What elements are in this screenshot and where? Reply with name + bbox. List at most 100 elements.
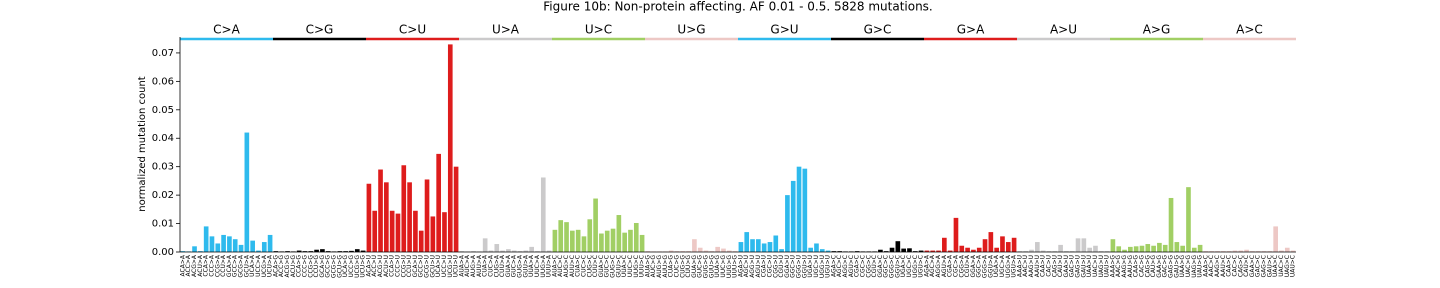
x-tick-label: UGC>U (813, 255, 820, 278)
bar (1226, 251, 1232, 252)
bar (506, 249, 511, 252)
bar (988, 232, 994, 252)
bar (1238, 250, 1244, 252)
y-tick-label: 0.00 (152, 247, 174, 258)
bar (192, 246, 197, 252)
y-tick-label: 0.07 (152, 48, 174, 59)
bar (1110, 239, 1116, 252)
bar (407, 182, 412, 252)
x-tick-label: GUA>A (505, 254, 512, 277)
bar (1180, 245, 1185, 252)
bar (296, 250, 302, 252)
x-tick-label: UGG>A (1005, 254, 1012, 278)
x-tick-label: CGC>A (952, 254, 959, 277)
x-tick-label: CAG>C (1237, 255, 1244, 277)
x-tick-label: CCC>A (208, 254, 215, 277)
bar (802, 168, 808, 252)
x-tick-label: AGG>U (749, 255, 756, 278)
bar (261, 242, 267, 252)
x-tick-label: CGG>A (958, 254, 965, 278)
bar (1081, 238, 1087, 252)
x-tick-label: CGG>C (865, 255, 872, 278)
x-tick-label: GUC>G (697, 255, 704, 278)
bar (372, 210, 378, 252)
x-tick-label: AAC>C (1208, 255, 1215, 277)
x-tick-label: CAC>U (1045, 255, 1052, 277)
bar (976, 247, 982, 252)
x-tick-label: CCU>A (220, 254, 227, 277)
x-tick-label: UUU>C (639, 255, 646, 277)
bar (314, 249, 319, 252)
x-tick-label: GCG>U (424, 255, 431, 278)
x-tick-label: CAA>G (1133, 255, 1140, 278)
bar (442, 212, 447, 252)
x-tick-label: GCC>U (418, 255, 425, 277)
x-tick-label: CUU>G (685, 255, 692, 278)
bar (895, 241, 901, 252)
bar (198, 251, 203, 252)
bar (273, 251, 279, 252)
x-tick-label: UUG>C (633, 255, 640, 278)
x-tick-label: ACU>A (197, 254, 204, 277)
x-tick-label: GCC>G (325, 255, 332, 278)
bar (622, 232, 627, 252)
bar (587, 219, 593, 252)
bar (471, 251, 476, 252)
bar (796, 166, 802, 252)
group-label: U>C (585, 23, 612, 37)
x-tick-label: CCG>A (214, 254, 221, 277)
bar (1023, 251, 1029, 252)
x-tick-label: AGG>A (935, 254, 942, 277)
bar (726, 250, 732, 252)
x-tick-label: GAU>G (1173, 255, 1180, 278)
x-tick-label: UUC>C (627, 255, 634, 277)
bar (1075, 238, 1081, 252)
bar (1267, 251, 1273, 252)
bar (750, 239, 755, 252)
x-tick-label: ACG>G (284, 255, 291, 278)
bar (1209, 251, 1215, 252)
x-tick-label: GCC>A (232, 254, 239, 277)
y-tick-label: 0.03 (152, 162, 174, 173)
x-tick-label: CGU>C (871, 255, 878, 277)
bar (715, 246, 720, 252)
y-tick-label: 0.01 (152, 219, 174, 230)
x-tick-label: AUA>A (458, 254, 465, 277)
x-tick-label: AGC>U (743, 255, 750, 277)
bar (447, 44, 453, 252)
x-tick-label: GUG>C (610, 255, 617, 278)
x-tick-label: AGU>U (755, 255, 762, 277)
bar (250, 240, 255, 252)
bar (1290, 250, 1296, 252)
x-tick-label: UAG>G (1191, 255, 1198, 278)
x-tick-label: CCU>U (406, 255, 413, 277)
bar (1215, 251, 1220, 252)
x-tick-label: ACG>U (377, 255, 384, 277)
x-tick-label: UCU>G (360, 255, 367, 278)
bar (738, 242, 744, 252)
bar (267, 234, 273, 252)
x-tick-label: AUC>G (650, 255, 657, 278)
bar (343, 251, 348, 252)
x-tick-label: CGC>U (766, 255, 773, 277)
y-tick-label: 0.02 (152, 190, 174, 201)
x-tick-label: UUA>A (528, 254, 535, 277)
x-tick-label: GGA>C (877, 255, 884, 278)
bar (535, 251, 540, 252)
x-tick-label: UCG>A (261, 254, 268, 277)
x-tick-label: ACC>A (185, 254, 192, 276)
x-tick-label: GUC>C (604, 255, 611, 277)
bar (697, 247, 703, 252)
bar (808, 247, 813, 252)
x-tick-label: GCA>G (319, 255, 326, 278)
x-tick-label: UAU>C (1290, 255, 1297, 277)
x-tick-label: AAU>C (1220, 255, 1227, 277)
bar (1255, 251, 1261, 252)
bar (581, 236, 587, 252)
bar (354, 249, 360, 252)
x-tick-label: UAG>C (1284, 255, 1291, 277)
x-tick-label: UGG>C (912, 255, 919, 278)
x-tick-label: UAC>U (1092, 255, 1099, 277)
bar (1128, 246, 1133, 252)
bar (401, 165, 407, 252)
